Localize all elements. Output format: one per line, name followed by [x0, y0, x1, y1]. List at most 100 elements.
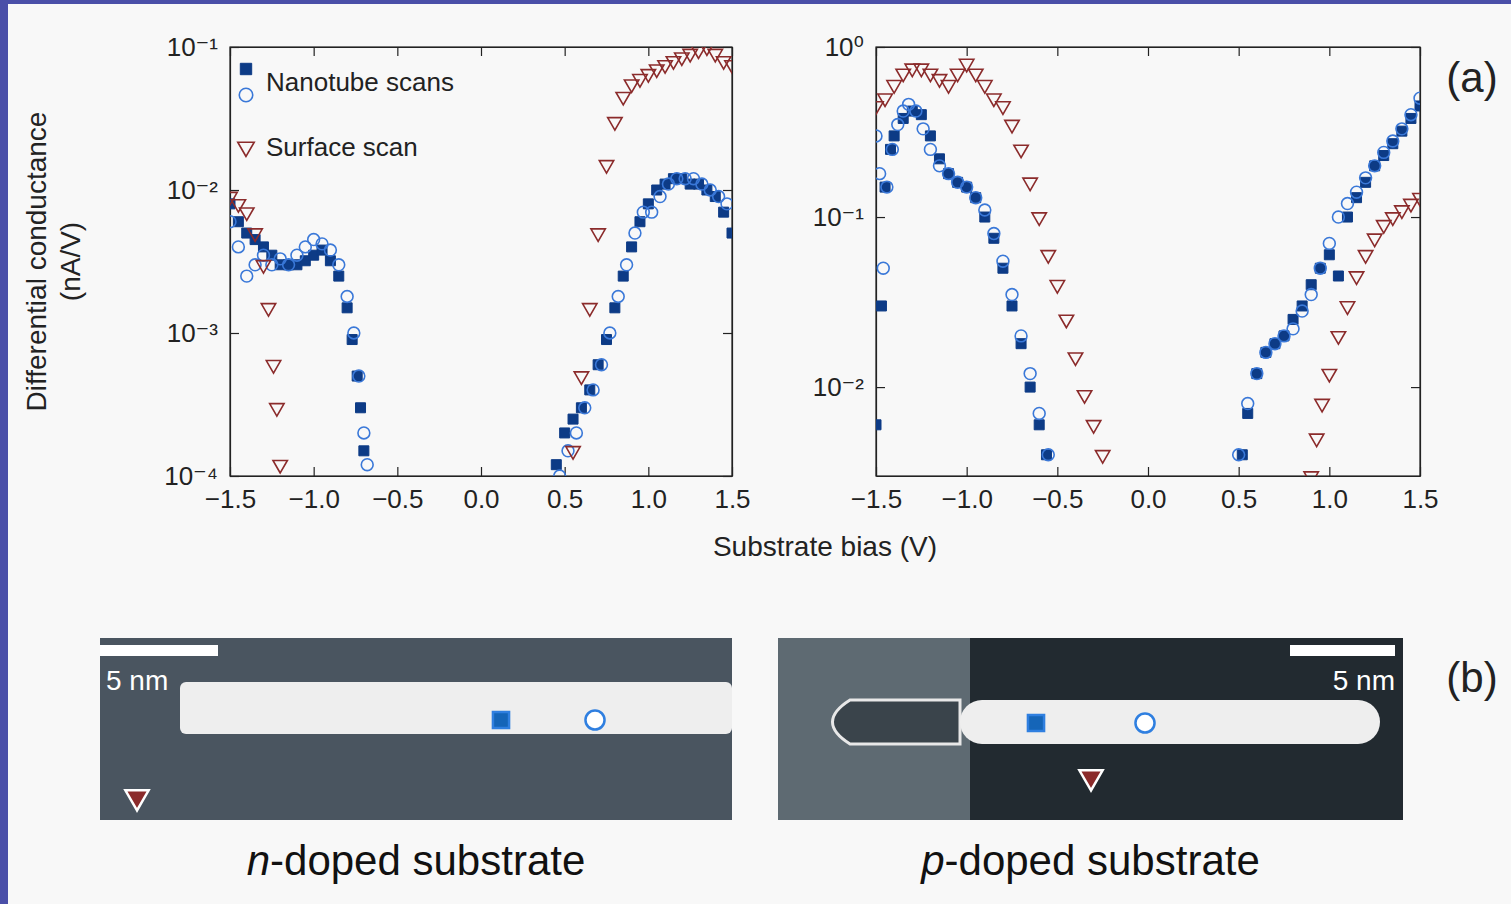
- data-point: [1369, 160, 1381, 172]
- data-point: [1351, 186, 1363, 198]
- tick: [1057, 47, 1058, 56]
- data-point: [1252, 369, 1262, 379]
- x-axis-title: Substrate bias (V): [713, 531, 937, 562]
- data-point: [878, 94, 892, 106]
- data-point: [570, 427, 582, 439]
- series: [230, 173, 732, 476]
- tick-mark: [1239, 467, 1240, 476]
- tick-mark: [723, 47, 732, 48]
- data-point: [886, 143, 898, 155]
- data-point: [961, 181, 973, 193]
- y-axis: [723, 48, 733, 477]
- plot-panel: −1.5−1.0−0.50.00.51.01.510⁻²10⁻¹10⁰: [813, 32, 1439, 515]
- tick-mark: [648, 467, 649, 476]
- data-point: [889, 131, 899, 141]
- data-point: [696, 178, 708, 190]
- series: [876, 101, 1420, 460]
- tick: [1329, 47, 1330, 56]
- figure: −1.5−1.0−0.50.00.51.01.510⁻⁴10⁻³10⁻²10⁻¹…: [0, 0, 1511, 904]
- data-point: [574, 372, 588, 384]
- image-caption: p-doped substrate: [919, 837, 1260, 884]
- tick-label: 10⁻¹: [167, 32, 219, 62]
- scale-bar: [100, 645, 218, 656]
- data-point: [970, 192, 982, 204]
- tick: 10⁻³: [167, 318, 239, 348]
- tick: 10⁻⁴: [164, 461, 239, 491]
- y-axis: 10⁻²10⁻¹10⁰: [813, 32, 885, 477]
- scan-location: [1079, 770, 1102, 790]
- scale-bar: [1290, 645, 1395, 656]
- tick-mark: [723, 190, 732, 191]
- tick-mark: [1329, 47, 1330, 56]
- data-point: [1322, 369, 1336, 381]
- data-point: [1349, 272, 1363, 284]
- data-point: [621, 259, 633, 271]
- tick-label: 10⁻²: [813, 372, 865, 402]
- tick-label: 0.0: [463, 484, 499, 514]
- tick-mark: [876, 217, 885, 218]
- data-point: [618, 271, 628, 281]
- data-point: [1233, 449, 1245, 461]
- legend-symbol: [238, 142, 254, 156]
- data-point: [341, 291, 353, 303]
- data-point: [240, 208, 254, 220]
- data-point: [725, 61, 732, 73]
- data-point: [1032, 213, 1046, 225]
- series: [230, 47, 732, 473]
- data-point: [1033, 408, 1045, 420]
- tick-mark: [397, 467, 398, 476]
- legend: Nanotube scansSurface scan: [238, 63, 454, 162]
- legend-label: Surface scan: [266, 132, 418, 162]
- data-point: [887, 81, 901, 93]
- data-point: [1287, 323, 1299, 335]
- data-point: [1005, 120, 1019, 132]
- data-point: [876, 420, 881, 430]
- tick: [723, 47, 732, 48]
- data-point: [1315, 263, 1325, 273]
- data-point: [988, 228, 1000, 240]
- data-point: [881, 181, 893, 193]
- scale-bar-label: 5 nm: [1333, 665, 1395, 696]
- y-axis: 10⁻⁴10⁻³10⁻²10⁻¹: [164, 32, 239, 491]
- data-point: [270, 404, 284, 416]
- tick-label: 10⁰: [825, 32, 864, 62]
- tick-mark: [397, 47, 398, 56]
- data-point: [241, 270, 253, 282]
- data-point: [662, 178, 674, 190]
- tick: [967, 47, 968, 56]
- tick-mark: [876, 387, 885, 388]
- tick: [397, 47, 398, 56]
- data-point: [1342, 198, 1354, 210]
- data-point: [610, 303, 620, 313]
- panel-label: (b): [1446, 654, 1497, 701]
- data-point: [266, 361, 280, 373]
- data-point: [1237, 450, 1247, 460]
- data-point: [361, 459, 373, 471]
- data-point: [283, 259, 295, 271]
- tick: [1411, 47, 1420, 48]
- data-point: [1041, 251, 1055, 263]
- tick: −1.0: [289, 467, 340, 514]
- data-point: [978, 81, 992, 93]
- data-point: [554, 470, 566, 476]
- plot-frame: [230, 47, 732, 476]
- data-point: [334, 271, 344, 281]
- data-point: [979, 204, 991, 216]
- data-point: [910, 105, 922, 117]
- data-point: [877, 262, 889, 274]
- data-point: [1251, 368, 1263, 380]
- data-point: [1331, 332, 1345, 344]
- data-point: [273, 461, 287, 473]
- tick: [314, 47, 315, 56]
- data-point: [876, 168, 886, 180]
- tick-label: −0.5: [372, 484, 423, 514]
- tick: −0.5: [1032, 467, 1083, 514]
- x-axis: [877, 47, 1421, 56]
- image-caption: n-doped substrate: [247, 837, 586, 884]
- tick: 10⁰: [825, 32, 885, 62]
- data-point: [996, 102, 1010, 114]
- tick-mark: [1148, 47, 1149, 56]
- data-point: [903, 98, 915, 110]
- tick-mark: [967, 467, 968, 476]
- data-point: [1324, 250, 1334, 260]
